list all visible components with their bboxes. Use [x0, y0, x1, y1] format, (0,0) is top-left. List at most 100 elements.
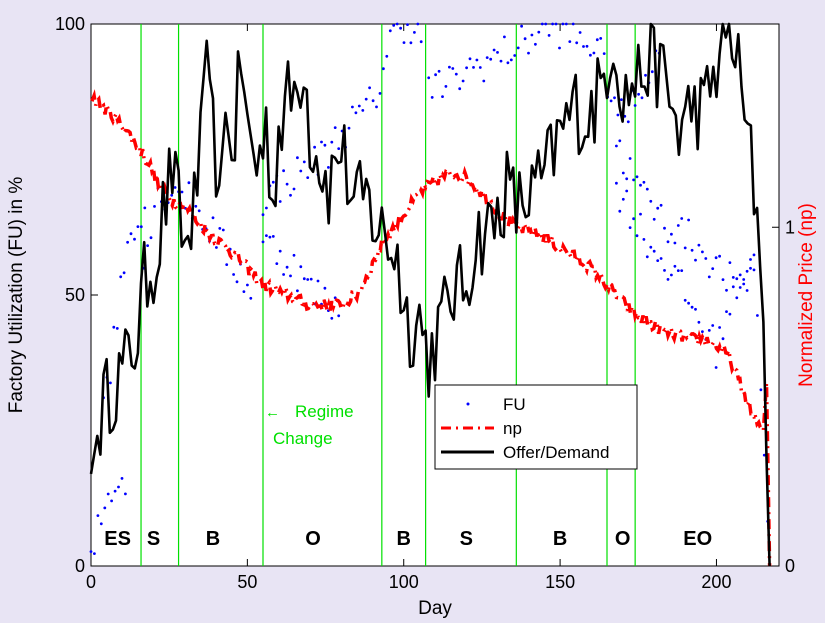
fu-point: [633, 104, 637, 107]
fu-point: [296, 289, 299, 293]
x-tick-label: 200: [701, 572, 731, 592]
regime-label: S: [460, 528, 473, 550]
fu-point: [551, 22, 554, 26]
fu-point: [351, 105, 354, 109]
fu-point: [371, 99, 375, 103]
fu-point: [615, 144, 618, 148]
fu-point: [625, 189, 629, 193]
fu-point: [313, 145, 316, 149]
fu-point: [117, 485, 120, 489]
fu-point: [637, 92, 640, 96]
fu-point: [361, 109, 365, 112]
fu-point: [616, 113, 620, 117]
regime-change-annotation: ← Regime Change: [265, 402, 354, 448]
fu-point: [537, 30, 541, 34]
fu-point: [659, 203, 663, 207]
fu-point: [742, 278, 746, 281]
fu-point: [211, 216, 215, 220]
y-tick-label-right: 1: [785, 217, 795, 237]
fu-point: [194, 204, 198, 208]
fu-point: [265, 206, 268, 210]
fu-point: [437, 69, 441, 73]
fu-point: [364, 97, 368, 101]
fu-point: [115, 327, 119, 330]
fu-point: [714, 366, 718, 369]
fu-point: [707, 329, 711, 332]
regime-change-arrow: ←: [265, 404, 280, 421]
fu-point: [478, 66, 482, 69]
fu-point: [503, 35, 506, 39]
y-axis-title-left: Factory Utilization (FU) in %: [6, 177, 27, 414]
fu-point: [126, 240, 129, 244]
fu-point: [388, 29, 392, 33]
fu-point: [663, 269, 666, 272]
fu-point: [756, 314, 759, 317]
fu-point: [378, 92, 382, 95]
fu-point: [749, 266, 752, 270]
fu-point: [333, 126, 337, 129]
fu-point: [749, 258, 752, 261]
fu-point: [540, 22, 544, 26]
fu-point: [406, 23, 409, 26]
fu-point: [427, 76, 431, 80]
fu-point: [690, 305, 694, 309]
fu-point: [687, 218, 690, 222]
fu-point: [375, 105, 378, 109]
fu-point: [582, 45, 585, 48]
fu-point: [289, 193, 292, 197]
fu-point: [670, 273, 673, 277]
fu-point: [711, 324, 715, 327]
fu-point: [728, 312, 732, 316]
fu-point: [278, 200, 282, 203]
fu-point: [354, 111, 358, 115]
regime-label: B: [553, 528, 567, 550]
fu-point: [197, 209, 201, 213]
fu-point: [296, 156, 299, 160]
fu-point: [652, 249, 656, 253]
fu-point: [416, 22, 420, 26]
y-tick-label-left: 50: [65, 285, 85, 305]
x-tick-label: 150: [545, 572, 575, 592]
fu-point: [752, 268, 756, 272]
fu-point: [649, 245, 653, 249]
fu-point: [711, 267, 715, 270]
fu-point: [119, 275, 123, 279]
fu-point: [718, 326, 721, 329]
fu-point: [558, 46, 561, 50]
fu-point: [513, 54, 517, 57]
fu-point: [759, 388, 763, 392]
fu-point: [242, 290, 246, 293]
fu-point: [330, 140, 334, 144]
fu-point: [129, 232, 133, 236]
fu-point: [738, 273, 742, 277]
fu-point: [285, 182, 289, 186]
fu-point: [112, 325, 116, 329]
fu-point: [635, 234, 639, 238]
fu-point: [632, 217, 635, 221]
fu-point: [725, 288, 728, 292]
fu-point: [278, 249, 282, 253]
fu-point: [728, 261, 732, 264]
fu-point: [568, 40, 572, 43]
fu-point: [448, 65, 451, 69]
fu-point: [268, 235, 272, 239]
fu-point: [337, 147, 341, 151]
fu-point: [395, 22, 399, 26]
fu-point: [409, 41, 413, 45]
fu-point: [644, 73, 647, 77]
fu-point: [595, 38, 599, 42]
fu-point: [282, 273, 285, 276]
fu-point: [718, 254, 721, 258]
fu-point: [93, 552, 96, 555]
fu-point: [738, 286, 742, 289]
fu-point: [745, 289, 749, 292]
regime-label: B: [206, 528, 220, 550]
fu-point: [133, 237, 136, 241]
fu-point: [621, 171, 625, 175]
fu-point: [489, 57, 493, 61]
fu-point: [547, 34, 551, 37]
fu-point: [652, 217, 656, 221]
regime-label: B: [397, 528, 411, 550]
fu-point: [602, 52, 606, 55]
fu-point: [621, 197, 625, 201]
